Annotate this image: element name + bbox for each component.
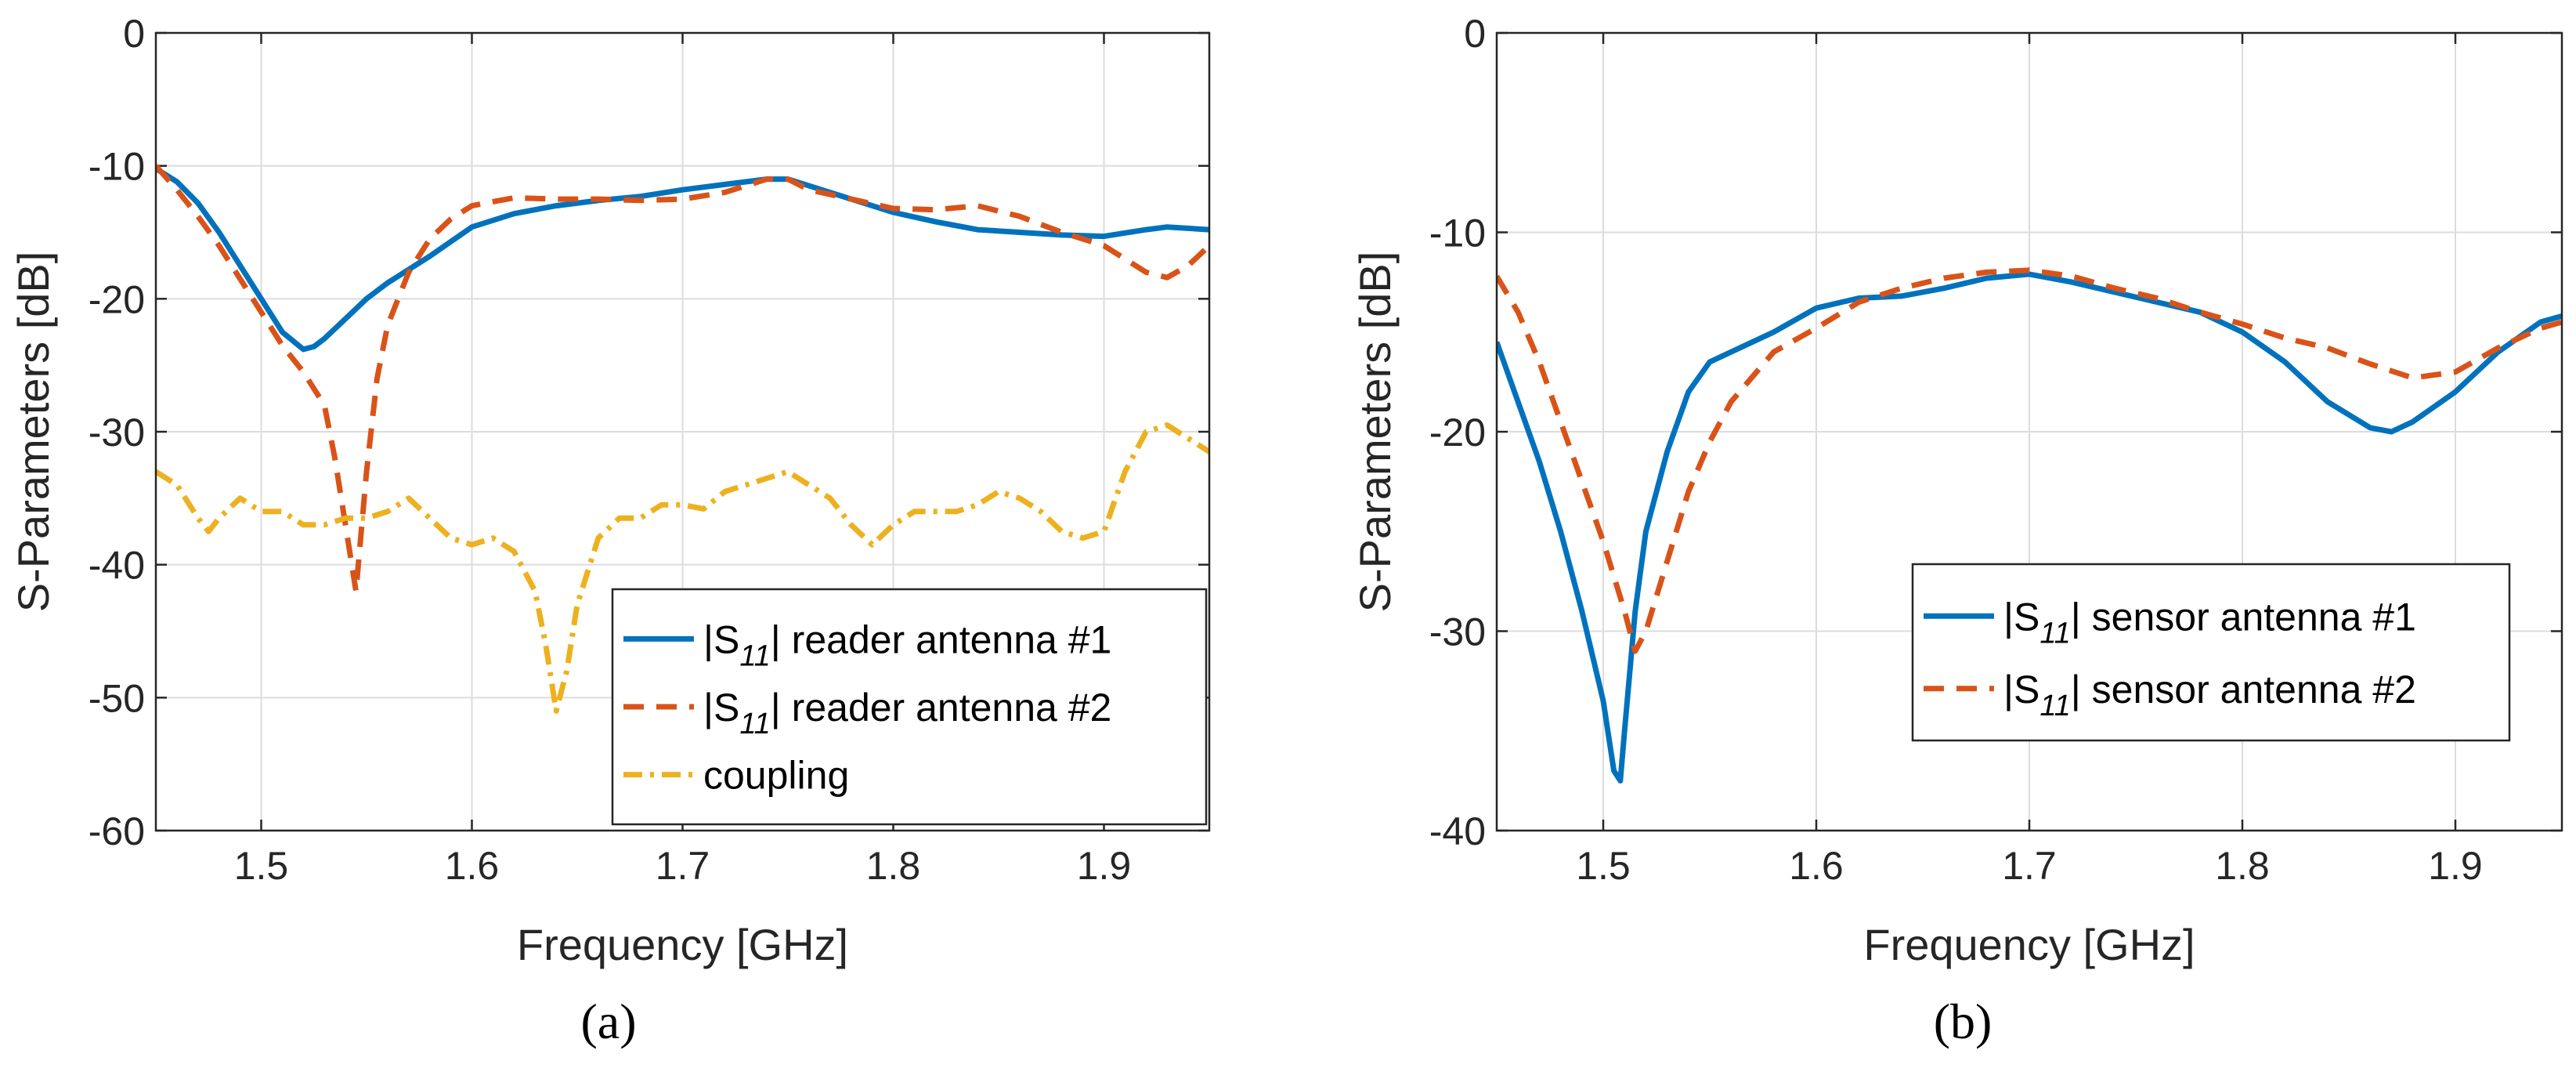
x-axis-label: Frequency [GHz] — [1863, 920, 2195, 969]
x-tick-label: 1.8 — [866, 844, 921, 888]
y-tick-label: 0 — [1464, 12, 1486, 56]
legend-label-subscript: 11 — [739, 639, 770, 672]
series-line-3 — [156, 422, 1209, 714]
series-line-2 — [156, 164, 1209, 595]
x-tick-label: 1.5 — [234, 844, 289, 888]
y-tick-label: -20 — [1429, 411, 1486, 454]
legend-label-subscript: 11 — [2039, 617, 2070, 650]
legend-label-2: |S11| sensor antenna #2 — [2003, 668, 2416, 722]
legend-label-prefix: |S — [2003, 595, 2039, 639]
legend-label-1: |S11| sensor antenna #1 — [2003, 595, 2416, 650]
x-tick-label: 1.5 — [1576, 844, 1631, 888]
panel-caption: (b) — [1934, 994, 1993, 1049]
x-tick-label: 1.7 — [656, 844, 710, 888]
y-tick-label: 0 — [123, 12, 145, 56]
x-tick-label: 1.9 — [1077, 844, 1132, 888]
x-tick-label: 1.8 — [2215, 844, 2270, 888]
x-axis-label: Frequency [GHz] — [517, 920, 848, 969]
legend-label-1: |S11| reader antenna #1 — [703, 617, 1111, 672]
chart-panel-b: 1.5 1.6 1.7 1.8 1.9 0 -10 -20 -30 -40 Frequency [G… — [1350, 12, 2563, 1049]
legend-label-subscript: 11 — [739, 708, 770, 740]
y-tick-label: -40 — [89, 544, 145, 588]
legend-label-prefix: |S — [703, 686, 739, 729]
x-tick-label: 1.6 — [445, 844, 500, 888]
legend-label-suffix: | sensor antenna #2 — [2071, 668, 2416, 711]
y-tick-label: -10 — [1429, 212, 1486, 255]
legend-label-prefix: |S — [2003, 668, 2039, 711]
y-tick-label: -40 — [1429, 809, 1486, 853]
legend: |S11| reader antenna #1|S11| reader ante… — [611, 588, 1208, 826]
y-tick-label: -20 — [89, 277, 145, 321]
y-tick-label: -50 — [89, 676, 145, 720]
x-tick-label: 1.9 — [2428, 844, 2483, 888]
legend-label-3: coupling — [703, 754, 849, 798]
y-tick-label: -10 — [89, 145, 145, 189]
y-tick-label: -30 — [89, 411, 145, 454]
series-line-1 — [156, 166, 1209, 353]
axes-box — [154, 31, 1211, 832]
legend-label-suffix: | reader antenna #2 — [771, 686, 1112, 729]
panel-caption: (a) — [580, 994, 636, 1049]
legend: |S11| sensor antenna #1|S11| sensor ante… — [1911, 563, 2511, 742]
y-axis-label: S-Parameters [dB] — [9, 252, 58, 613]
series-line-2 — [1497, 267, 2562, 654]
y-axis-label: S-Parameters [dB] — [1350, 252, 1400, 613]
axes-box — [1495, 31, 2563, 832]
series-line-1 — [1497, 271, 2562, 784]
x-tick-label: 1.6 — [1789, 844, 1844, 888]
x-tick-label: 1.7 — [2002, 844, 2057, 888]
legend-label-suffix: | sensor antenna #1 — [2071, 595, 2416, 639]
legend-label-suffix: | reader antenna #1 — [771, 617, 1112, 661]
legend-box — [611, 588, 1208, 826]
y-tick-label: -60 — [89, 809, 145, 853]
legend-label-2: |S11| reader antenna #2 — [703, 686, 1111, 740]
legend-label-subscript: 11 — [2039, 690, 2070, 722]
legend-box — [1911, 563, 2511, 742]
chart-panel-a: 1.5 1.6 1.7 1.8 1.9 0 -10 -20 -30 -40 -50 -60 Freque… — [9, 12, 1211, 1049]
y-tick-label: -30 — [1429, 610, 1486, 654]
legend-label-prefix: |S — [703, 617, 739, 661]
